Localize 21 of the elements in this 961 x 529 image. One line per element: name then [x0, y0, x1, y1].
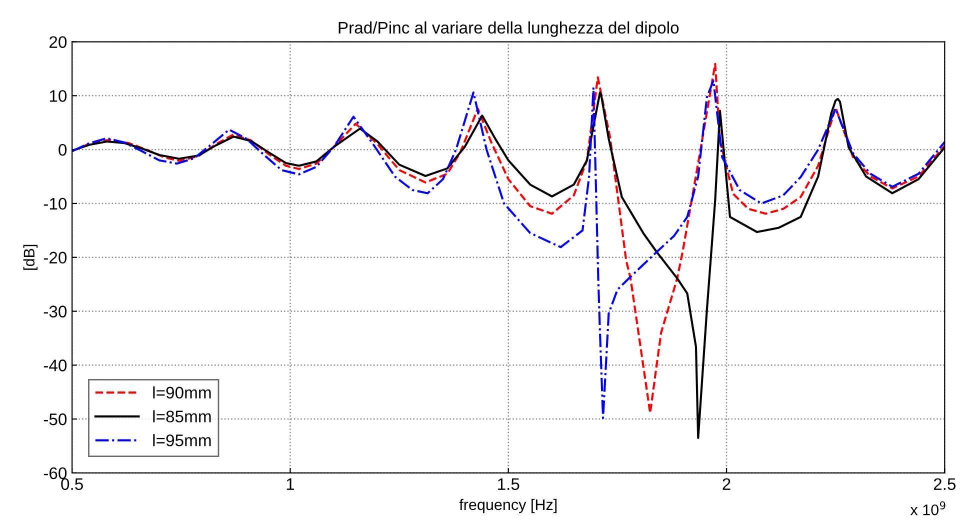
x-tick-label: 1.5 [498, 478, 520, 490]
x-tick-label: 2.5 [934, 478, 956, 490]
legend-label: l=85mm [153, 410, 211, 422]
y-tick-label: -40 [44, 360, 67, 372]
legend-label: l=90mm [153, 386, 211, 399]
text: x 10$^{9}$ [910, 501, 946, 516]
y-tick-label: -10 [44, 198, 67, 210]
y-tick-label: -50 [44, 413, 67, 426]
y-axis-title: [dB] [23, 244, 38, 270]
x-tick-label: 0.5 [61, 478, 83, 490]
y-tick-label: -30 [44, 306, 67, 318]
y-tick-label: -20 [44, 252, 67, 264]
x-tick-label: 2 [722, 478, 730, 490]
chart-title: Prad/Pinc al variare della lunghezza del dipolo [338, 21, 679, 37]
y-tick-label: 20 [50, 36, 67, 48]
x-tick-label: 1 [286, 478, 294, 490]
x-axis-title: frequency [Hz] [459, 498, 557, 514]
y-tick-label: 0 [58, 144, 67, 156]
y-tick-label: 10 [50, 90, 67, 102]
y-tick-label: -60 [44, 467, 67, 480]
legend-label: l=95mm [153, 434, 211, 446]
